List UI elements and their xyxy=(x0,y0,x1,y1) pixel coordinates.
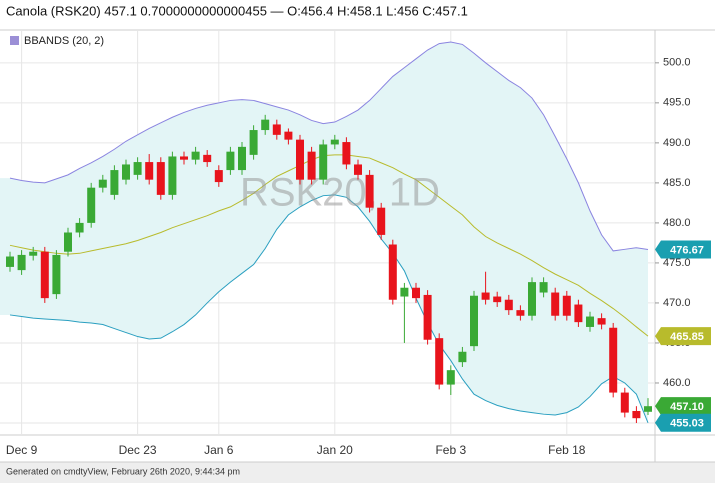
bands xyxy=(0,41,649,423)
candle-body xyxy=(481,292,490,300)
candle-body xyxy=(64,232,72,252)
candle-body xyxy=(330,139,339,145)
y-tick-label: 490.0 xyxy=(663,137,691,149)
candle-body xyxy=(156,162,165,195)
band-upper xyxy=(9,41,649,252)
candle-body xyxy=(516,310,525,316)
price-label-box xyxy=(655,397,711,416)
candle-body xyxy=(620,392,629,413)
candle-body xyxy=(238,146,246,171)
candle-body xyxy=(504,299,513,311)
legend-label: BBANDS (20, 2) xyxy=(24,35,104,47)
candle-body xyxy=(528,282,536,316)
y-tick-label: 475.0 xyxy=(663,257,691,269)
legend-swatch xyxy=(10,36,19,45)
x-tick-label: Dec 23 xyxy=(119,443,157,457)
candle-body xyxy=(98,179,107,188)
candles xyxy=(6,114,652,423)
x-tick-label: Feb 18 xyxy=(548,443,586,457)
candle-body xyxy=(388,244,397,300)
band-middle xyxy=(9,154,649,337)
candle-body xyxy=(261,119,270,131)
candle-body xyxy=(29,251,38,256)
candle-body xyxy=(470,295,478,347)
candle-body xyxy=(272,124,281,135)
candle-body xyxy=(551,292,560,316)
candle-body xyxy=(597,318,606,325)
price-label: 455.03 xyxy=(670,418,704,430)
candle-body xyxy=(133,162,142,175)
y-tick-label: 495.0 xyxy=(663,97,691,109)
x-tick-label: Dec 9 xyxy=(6,443,38,457)
y-tick-label: 480.0 xyxy=(663,217,691,229)
candle-body xyxy=(87,187,96,223)
candle-body xyxy=(586,316,594,327)
y-tick-label: 500.0 xyxy=(663,57,691,69)
price-label-box xyxy=(655,240,711,259)
candle-body xyxy=(319,144,328,180)
y-tick-label: 460.0 xyxy=(663,377,691,389)
candle-body xyxy=(296,139,304,180)
candle-body xyxy=(365,174,374,208)
candle-body xyxy=(6,256,14,267)
candle-body xyxy=(539,282,548,293)
candle-body xyxy=(191,151,200,160)
candle-body xyxy=(493,296,502,303)
candle-body xyxy=(562,295,571,316)
x-tick-label: Jan 20 xyxy=(317,443,353,457)
candle-body xyxy=(423,294,432,340)
candle-body xyxy=(342,142,351,165)
candle-body xyxy=(284,131,293,140)
x-tick-label: Jan 6 xyxy=(204,443,234,457)
candle-body xyxy=(122,164,130,180)
candle-body xyxy=(214,170,223,183)
candle-body xyxy=(52,254,61,295)
footer-bar xyxy=(0,462,715,483)
y-tick-label: 485.0 xyxy=(663,177,691,189)
candle-body xyxy=(249,130,258,155)
x-tick-label: Feb 3 xyxy=(435,443,466,457)
band-lower xyxy=(9,194,649,423)
candle-body xyxy=(203,154,212,163)
candle-body xyxy=(609,327,618,393)
price-label: 465.85 xyxy=(670,331,704,343)
footer: Generated on cmdtyView, February 26th 20… xyxy=(6,466,240,476)
candle-body xyxy=(574,304,583,323)
candle-body xyxy=(75,222,84,233)
price-label-box xyxy=(655,413,711,432)
candle-body xyxy=(307,151,316,180)
candle-body xyxy=(226,151,235,171)
candle-body xyxy=(180,156,188,160)
candle-body xyxy=(145,162,154,180)
candle-body xyxy=(40,251,49,299)
price-label: 457.10 xyxy=(670,401,704,413)
candle-body xyxy=(412,287,420,299)
candle-body xyxy=(446,370,455,385)
candle-body xyxy=(168,156,177,195)
y-tick-label: 470.0 xyxy=(663,297,691,309)
price-label-box xyxy=(655,327,711,346)
candle-body xyxy=(632,410,641,419)
candle-body xyxy=(354,164,362,175)
watermark: RSK20, 1D xyxy=(240,171,440,215)
candle-body xyxy=(110,170,119,195)
candle-body xyxy=(17,254,26,271)
candle-body xyxy=(400,287,409,297)
band-fill xyxy=(0,42,648,423)
candle-body xyxy=(377,207,386,235)
candle-body xyxy=(458,351,467,363)
price-label: 476.67 xyxy=(670,244,704,256)
axis: 455.0460.0465.0470.0475.0480.0485.0490.0… xyxy=(6,57,711,457)
candle-body xyxy=(435,338,444,385)
chart-title: Canola (RSK20) 457.1 0.7000000000000455 … xyxy=(6,3,468,18)
candle-body xyxy=(644,406,652,412)
